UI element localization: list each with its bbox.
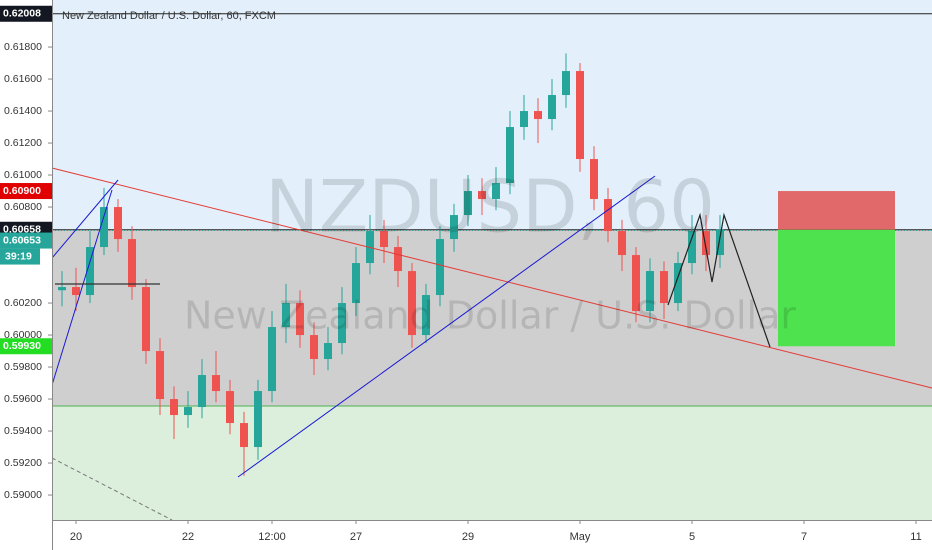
red-trendline bbox=[51, 167, 932, 389]
y-tick-label: 0.59200 bbox=[4, 457, 42, 469]
axes: 0.61800 0.61600 0.61400 0.61200 0.61000 0.608… bbox=[0, 5, 922, 543]
countdown-box bbox=[0, 248, 40, 265]
candle-body bbox=[408, 271, 417, 336]
x-tick-label: 22 bbox=[182, 531, 194, 543]
candle-body bbox=[114, 207, 123, 240]
candle-body bbox=[170, 399, 179, 416]
candle-body bbox=[422, 295, 431, 336]
watermark: NZDUSD, 60 bbox=[265, 165, 715, 249]
candle-body bbox=[380, 231, 389, 248]
candle-body bbox=[534, 111, 543, 120]
y-tick-label: 0.61200 bbox=[4, 137, 42, 149]
candle-body bbox=[492, 183, 501, 200]
blue-line bbox=[51, 179, 119, 259]
y-tick-label: 0.60200 bbox=[4, 297, 42, 309]
stop-zone bbox=[778, 191, 895, 230]
target-zone bbox=[778, 229, 895, 347]
x-tick-label: 5 bbox=[689, 531, 695, 543]
price-axis bbox=[0, 0, 52, 550]
candle-body bbox=[254, 391, 263, 448]
y-tick-label: 0.60000 bbox=[4, 329, 42, 341]
trendlines bbox=[51, 167, 932, 521]
candles bbox=[58, 53, 725, 476]
candle-body bbox=[548, 95, 557, 120]
x-tick-label: 7 bbox=[801, 531, 807, 543]
price-label-box bbox=[0, 5, 52, 22]
chart-title: New Zealand Dollar / U.S. Dollar, 60, FX… bbox=[62, 10, 276, 22]
price-label: 0.60658 bbox=[3, 224, 41, 236]
candle-body bbox=[338, 303, 347, 344]
y-tick-label: 0.61600 bbox=[4, 73, 42, 85]
candle-body bbox=[702, 231, 711, 256]
price-label: 0.60900 bbox=[3, 185, 41, 197]
drawings bbox=[778, 191, 895, 347]
candle-body bbox=[282, 303, 291, 328]
time-axis bbox=[52, 520, 932, 550]
candle-body bbox=[100, 207, 109, 248]
candle-body bbox=[618, 231, 627, 256]
candle-body bbox=[450, 215, 459, 240]
x-tick-label: 27 bbox=[350, 531, 362, 543]
candle-body bbox=[58, 287, 67, 291]
blue-line bbox=[237, 175, 656, 478]
candle-body bbox=[310, 335, 319, 360]
y-tick-label: 0.59800 bbox=[4, 361, 42, 373]
y-tick-label: 0.61000 bbox=[4, 169, 42, 181]
candle-body bbox=[674, 263, 683, 304]
candle-body bbox=[184, 407, 193, 416]
price-label: 0.60653 bbox=[3, 234, 41, 246]
y-tick-label: 0.61800 bbox=[4, 41, 42, 53]
candle-body bbox=[86, 247, 95, 296]
candle-body bbox=[156, 351, 165, 400]
candle-body bbox=[352, 263, 361, 304]
zone-green bbox=[52, 406, 932, 520]
blue-line bbox=[51, 189, 113, 386]
y-tick-label: 0.59400 bbox=[4, 425, 42, 437]
price-label: 0.62008 bbox=[3, 8, 41, 20]
candle-body bbox=[296, 303, 305, 336]
candle-body bbox=[268, 327, 277, 392]
candle-body bbox=[436, 239, 445, 296]
pattern-line bbox=[667, 212, 771, 348]
candle-body bbox=[240, 423, 249, 448]
candle-body bbox=[128, 239, 137, 288]
y-tick-label: 0.60800 bbox=[4, 201, 42, 213]
candle-body bbox=[716, 229, 725, 256]
candle-body bbox=[604, 199, 613, 232]
x-tick-label: 12:00 bbox=[258, 531, 286, 543]
candle-body bbox=[198, 375, 207, 408]
x-tick-label: May bbox=[570, 531, 591, 543]
candle-body bbox=[632, 255, 641, 312]
price-label-box bbox=[0, 183, 52, 200]
candle-body bbox=[562, 71, 571, 96]
y-tick-label: 0.59600 bbox=[4, 393, 42, 405]
candle-body bbox=[226, 391, 235, 424]
x-tick-label: 20 bbox=[70, 531, 82, 543]
candle-body bbox=[688, 231, 697, 264]
price-label: 0.59930 bbox=[3, 340, 41, 352]
dashed-line bbox=[51, 457, 173, 521]
candle-body bbox=[478, 191, 487, 200]
candle-body bbox=[72, 287, 81, 296]
candle-body bbox=[324, 343, 333, 360]
candle-body bbox=[212, 375, 221, 392]
price-label-box bbox=[0, 338, 52, 355]
candle-body bbox=[464, 191, 473, 216]
y-tick-label: 0.61400 bbox=[4, 105, 42, 117]
candle-body bbox=[590, 159, 599, 200]
x-tick-label: 11 bbox=[910, 531, 921, 543]
candle-body bbox=[142, 287, 151, 352]
candle-body bbox=[660, 271, 669, 304]
candle-body bbox=[576, 71, 585, 160]
watermark-subtitle: New Zealand Dollar / U.S. Dollar bbox=[184, 294, 796, 338]
countdown: 39:19 bbox=[5, 250, 32, 262]
candle-body bbox=[646, 271, 655, 312]
x-tick-label: 29 bbox=[462, 531, 474, 543]
candle-body bbox=[520, 111, 529, 128]
y-tick-label: 0.59000 bbox=[4, 489, 42, 501]
candle-body bbox=[394, 247, 403, 272]
price-label-box bbox=[0, 232, 52, 249]
candle-body bbox=[506, 127, 515, 184]
